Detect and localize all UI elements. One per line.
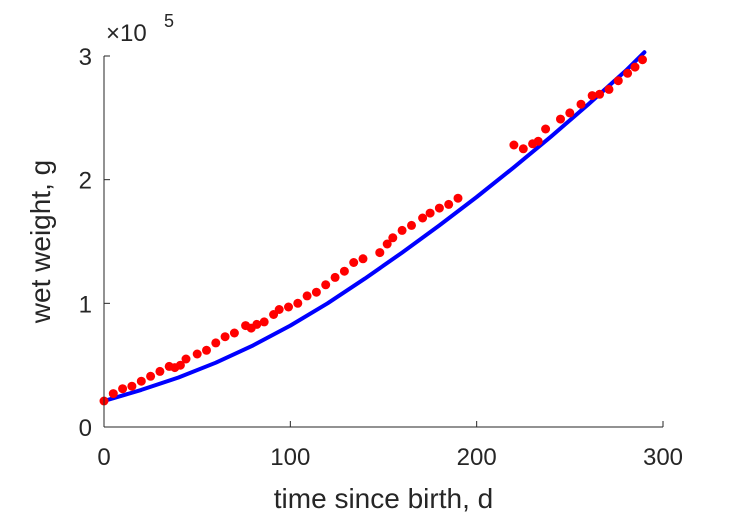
- y-axis-label: wet weight, g: [25, 160, 56, 324]
- fit-line: [102, 50, 647, 403]
- data-point: [181, 354, 191, 364]
- data-point: [330, 272, 340, 282]
- data-point: [565, 108, 575, 118]
- data-point: [576, 99, 586, 109]
- y-tick-label: 2: [79, 168, 92, 195]
- data-point: [311, 287, 321, 297]
- data-point: [229, 328, 239, 338]
- y-exponent-power: 5: [164, 11, 174, 31]
- y-tick-label: 0: [79, 415, 92, 442]
- data-point: [630, 62, 640, 72]
- data-point: [136, 376, 146, 386]
- data-point: [146, 371, 156, 381]
- data-point: [623, 68, 633, 78]
- data-point: [155, 366, 165, 376]
- y-tick-label: 3: [79, 44, 92, 71]
- y-exponent-prefix: ×10: [106, 20, 147, 47]
- data-point: [321, 280, 331, 290]
- data-point: [388, 233, 398, 243]
- data-point: [453, 193, 463, 203]
- data-point: [509, 140, 519, 150]
- data-point: [425, 208, 435, 218]
- data-point: [192, 349, 202, 359]
- data-point: [358, 254, 368, 264]
- data-point: [339, 266, 349, 276]
- y-tick-label: 1: [79, 291, 92, 318]
- data-point: [595, 89, 605, 99]
- data-point: [175, 360, 185, 370]
- data-point: [108, 389, 118, 399]
- data-point: [118, 384, 128, 394]
- data-point: [556, 114, 565, 124]
- data-point: [202, 345, 211, 355]
- data-point: [293, 298, 303, 308]
- data-point: [252, 319, 262, 329]
- data-point: [375, 248, 385, 258]
- data-point: [518, 144, 528, 154]
- data-point: [382, 239, 392, 249]
- data-point: [533, 136, 543, 146]
- data-point: [418, 213, 428, 223]
- data-point: [638, 55, 647, 65]
- data-point: [444, 199, 454, 209]
- data-point: [302, 291, 312, 301]
- data-point: [349, 258, 359, 267]
- x-tick-label: 200: [457, 444, 497, 471]
- data-point: [220, 332, 230, 342]
- data-point: [407, 220, 416, 230]
- data-point: [587, 91, 597, 101]
- data-point: [259, 317, 269, 327]
- x-axis-label: time since birth, d: [274, 483, 493, 514]
- data-point: [397, 225, 407, 235]
- data-point: [127, 381, 137, 391]
- data-point: [284, 302, 293, 312]
- data-point: [604, 84, 614, 94]
- data-point: [541, 124, 551, 134]
- x-tick-label: 0: [97, 444, 110, 471]
- data-point: [613, 76, 623, 86]
- data-point: [434, 203, 444, 213]
- data-point: [274, 305, 284, 314]
- x-tick-label: 100: [270, 444, 310, 471]
- x-tick-label: 300: [643, 444, 683, 471]
- data-point: [211, 338, 221, 348]
